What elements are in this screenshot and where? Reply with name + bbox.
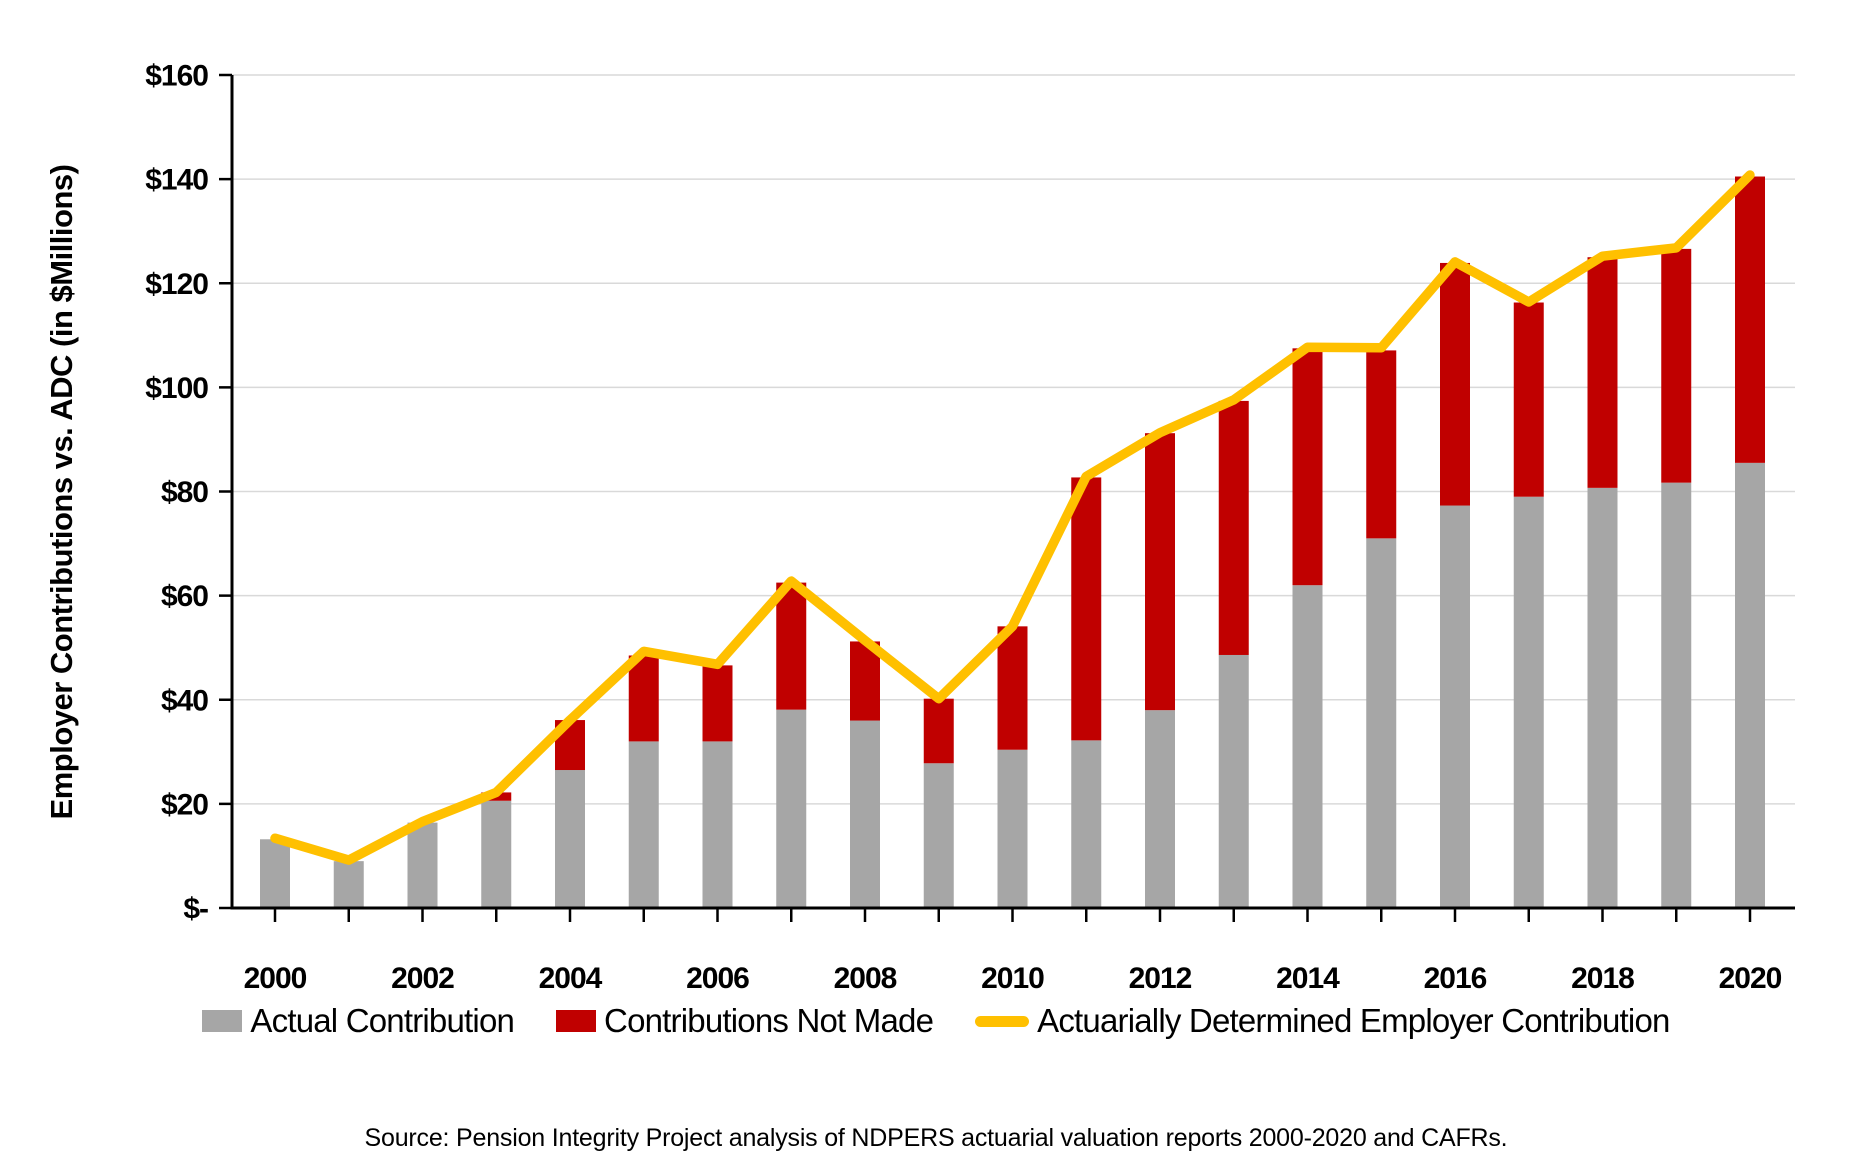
bar-actual-2008 bbox=[850, 720, 880, 908]
bar-notmade-2009 bbox=[923, 698, 954, 764]
legend: Actual Contribution Contributions Not Ma… bbox=[0, 1002, 1872, 1040]
legend-label-contributions-not-made: Contributions Not Made bbox=[604, 1002, 934, 1039]
bar-actual-2006 bbox=[702, 741, 733, 908]
bar-notmade-2010 bbox=[997, 626, 1028, 750]
legend-item-actual-contribution: Actual Contribution bbox=[202, 1002, 515, 1040]
y-tick-label-60: $60 bbox=[161, 580, 208, 613]
bar-notmade-2019 bbox=[1661, 248, 1692, 483]
bar-notmade-2005 bbox=[628, 655, 659, 742]
bar-actual-2015 bbox=[1366, 538, 1397, 908]
x-axis-ticks-and-labels: 2000 2002 2004 2006 2008 2010 2012 2014 2016 2018… bbox=[244, 909, 1783, 995]
x-tick-label-2008: 2008 bbox=[834, 962, 897, 995]
bar-actual-2017 bbox=[1513, 496, 1544, 908]
bar-notmade-2013 bbox=[1218, 400, 1249, 655]
bar-actual-2002 bbox=[407, 822, 438, 908]
bar-actual-2005 bbox=[628, 741, 659, 908]
x-tick-label-2010: 2010 bbox=[981, 962, 1044, 995]
x-tick-label-2018: 2018 bbox=[1571, 962, 1634, 995]
y-tick-label-160: $160 bbox=[145, 60, 208, 93]
adc-line bbox=[270, 170, 1755, 865]
x-tick-label-2004: 2004 bbox=[539, 962, 603, 995]
x-tick-label-2006: 2006 bbox=[686, 962, 749, 995]
bar-notmade-2018 bbox=[1587, 257, 1618, 488]
bar-actual-2016 bbox=[1440, 505, 1470, 908]
y-tick-label-80: $80 bbox=[161, 476, 208, 509]
bar-actual-2018 bbox=[1587, 487, 1618, 908]
bar-notmade-2017 bbox=[1513, 302, 1544, 497]
x-tick-label-2002: 2002 bbox=[391, 962, 454, 995]
bar-actual-2009 bbox=[923, 763, 954, 908]
gridlines bbox=[232, 74, 1795, 805]
bar-notmade-2015 bbox=[1366, 350, 1397, 539]
bar-actual-2007 bbox=[776, 709, 807, 908]
legend-label-adc: Actuarially Determined Employer Contribu… bbox=[1037, 1002, 1670, 1039]
bar-actual-2019 bbox=[1661, 482, 1692, 908]
x-tick-label-2014: 2014 bbox=[1276, 962, 1340, 995]
bar-actual-2012 bbox=[1145, 710, 1175, 908]
legend-item-adc: Actuarially Determined Employer Contribu… bbox=[975, 1002, 1670, 1040]
bar-notmade-2020 bbox=[1735, 176, 1765, 463]
legend-swatch-adc-line bbox=[975, 1015, 1030, 1027]
bar-actual-2003 bbox=[481, 800, 512, 908]
bar-actual-2011 bbox=[1071, 740, 1102, 908]
bar-actual-2004 bbox=[555, 770, 585, 908]
y-tick-label-100: $100 bbox=[145, 372, 208, 405]
bar-notmade-2007 bbox=[776, 582, 807, 710]
legend-swatch-contributions-not-made bbox=[556, 1010, 597, 1032]
y-axis-ticks-and-labels: $- $20 $40 $60 $80 $100 $120 $140 $160 bbox=[145, 60, 232, 926]
bar-actual-2020 bbox=[1735, 462, 1765, 908]
bar-notmade-2008 bbox=[850, 641, 880, 721]
bar-notmade-2014 bbox=[1292, 348, 1323, 586]
y-tick-label-20: $20 bbox=[161, 788, 208, 821]
legend-label-actual-contribution: Actual Contribution bbox=[250, 1002, 515, 1039]
bar-actual-2000 bbox=[260, 839, 290, 908]
bar-notmade-2016 bbox=[1440, 262, 1470, 506]
x-tick-label-2000: 2000 bbox=[244, 962, 307, 995]
bar-notmade-2012 bbox=[1145, 433, 1175, 711]
bars bbox=[260, 176, 1765, 908]
legend-item-contributions-not-made: Contributions Not Made bbox=[556, 1002, 934, 1040]
x-tick-label-2012: 2012 bbox=[1129, 962, 1192, 995]
x-tick-label-2016: 2016 bbox=[1424, 962, 1487, 995]
bar-notmade-2006 bbox=[702, 665, 733, 742]
source-note: Source: Pension Integrity Project analys… bbox=[364, 1124, 1508, 1152]
bar-actual-2013 bbox=[1218, 654, 1249, 908]
y-tick-label-140: $140 bbox=[145, 164, 208, 197]
bar-actual-2010 bbox=[997, 749, 1028, 908]
y-tick-label-120: $120 bbox=[145, 268, 208, 301]
bar-notmade-2011 bbox=[1071, 477, 1102, 741]
y-tick-label-40: $40 bbox=[161, 684, 208, 717]
x-tick-label-2020: 2020 bbox=[1719, 962, 1782, 995]
bar-actual-2014 bbox=[1292, 585, 1323, 908]
bar-actual-2001 bbox=[333, 861, 364, 908]
legend-swatch-actual-contribution bbox=[202, 1010, 243, 1032]
y-tick-label-0: $- bbox=[183, 893, 208, 926]
